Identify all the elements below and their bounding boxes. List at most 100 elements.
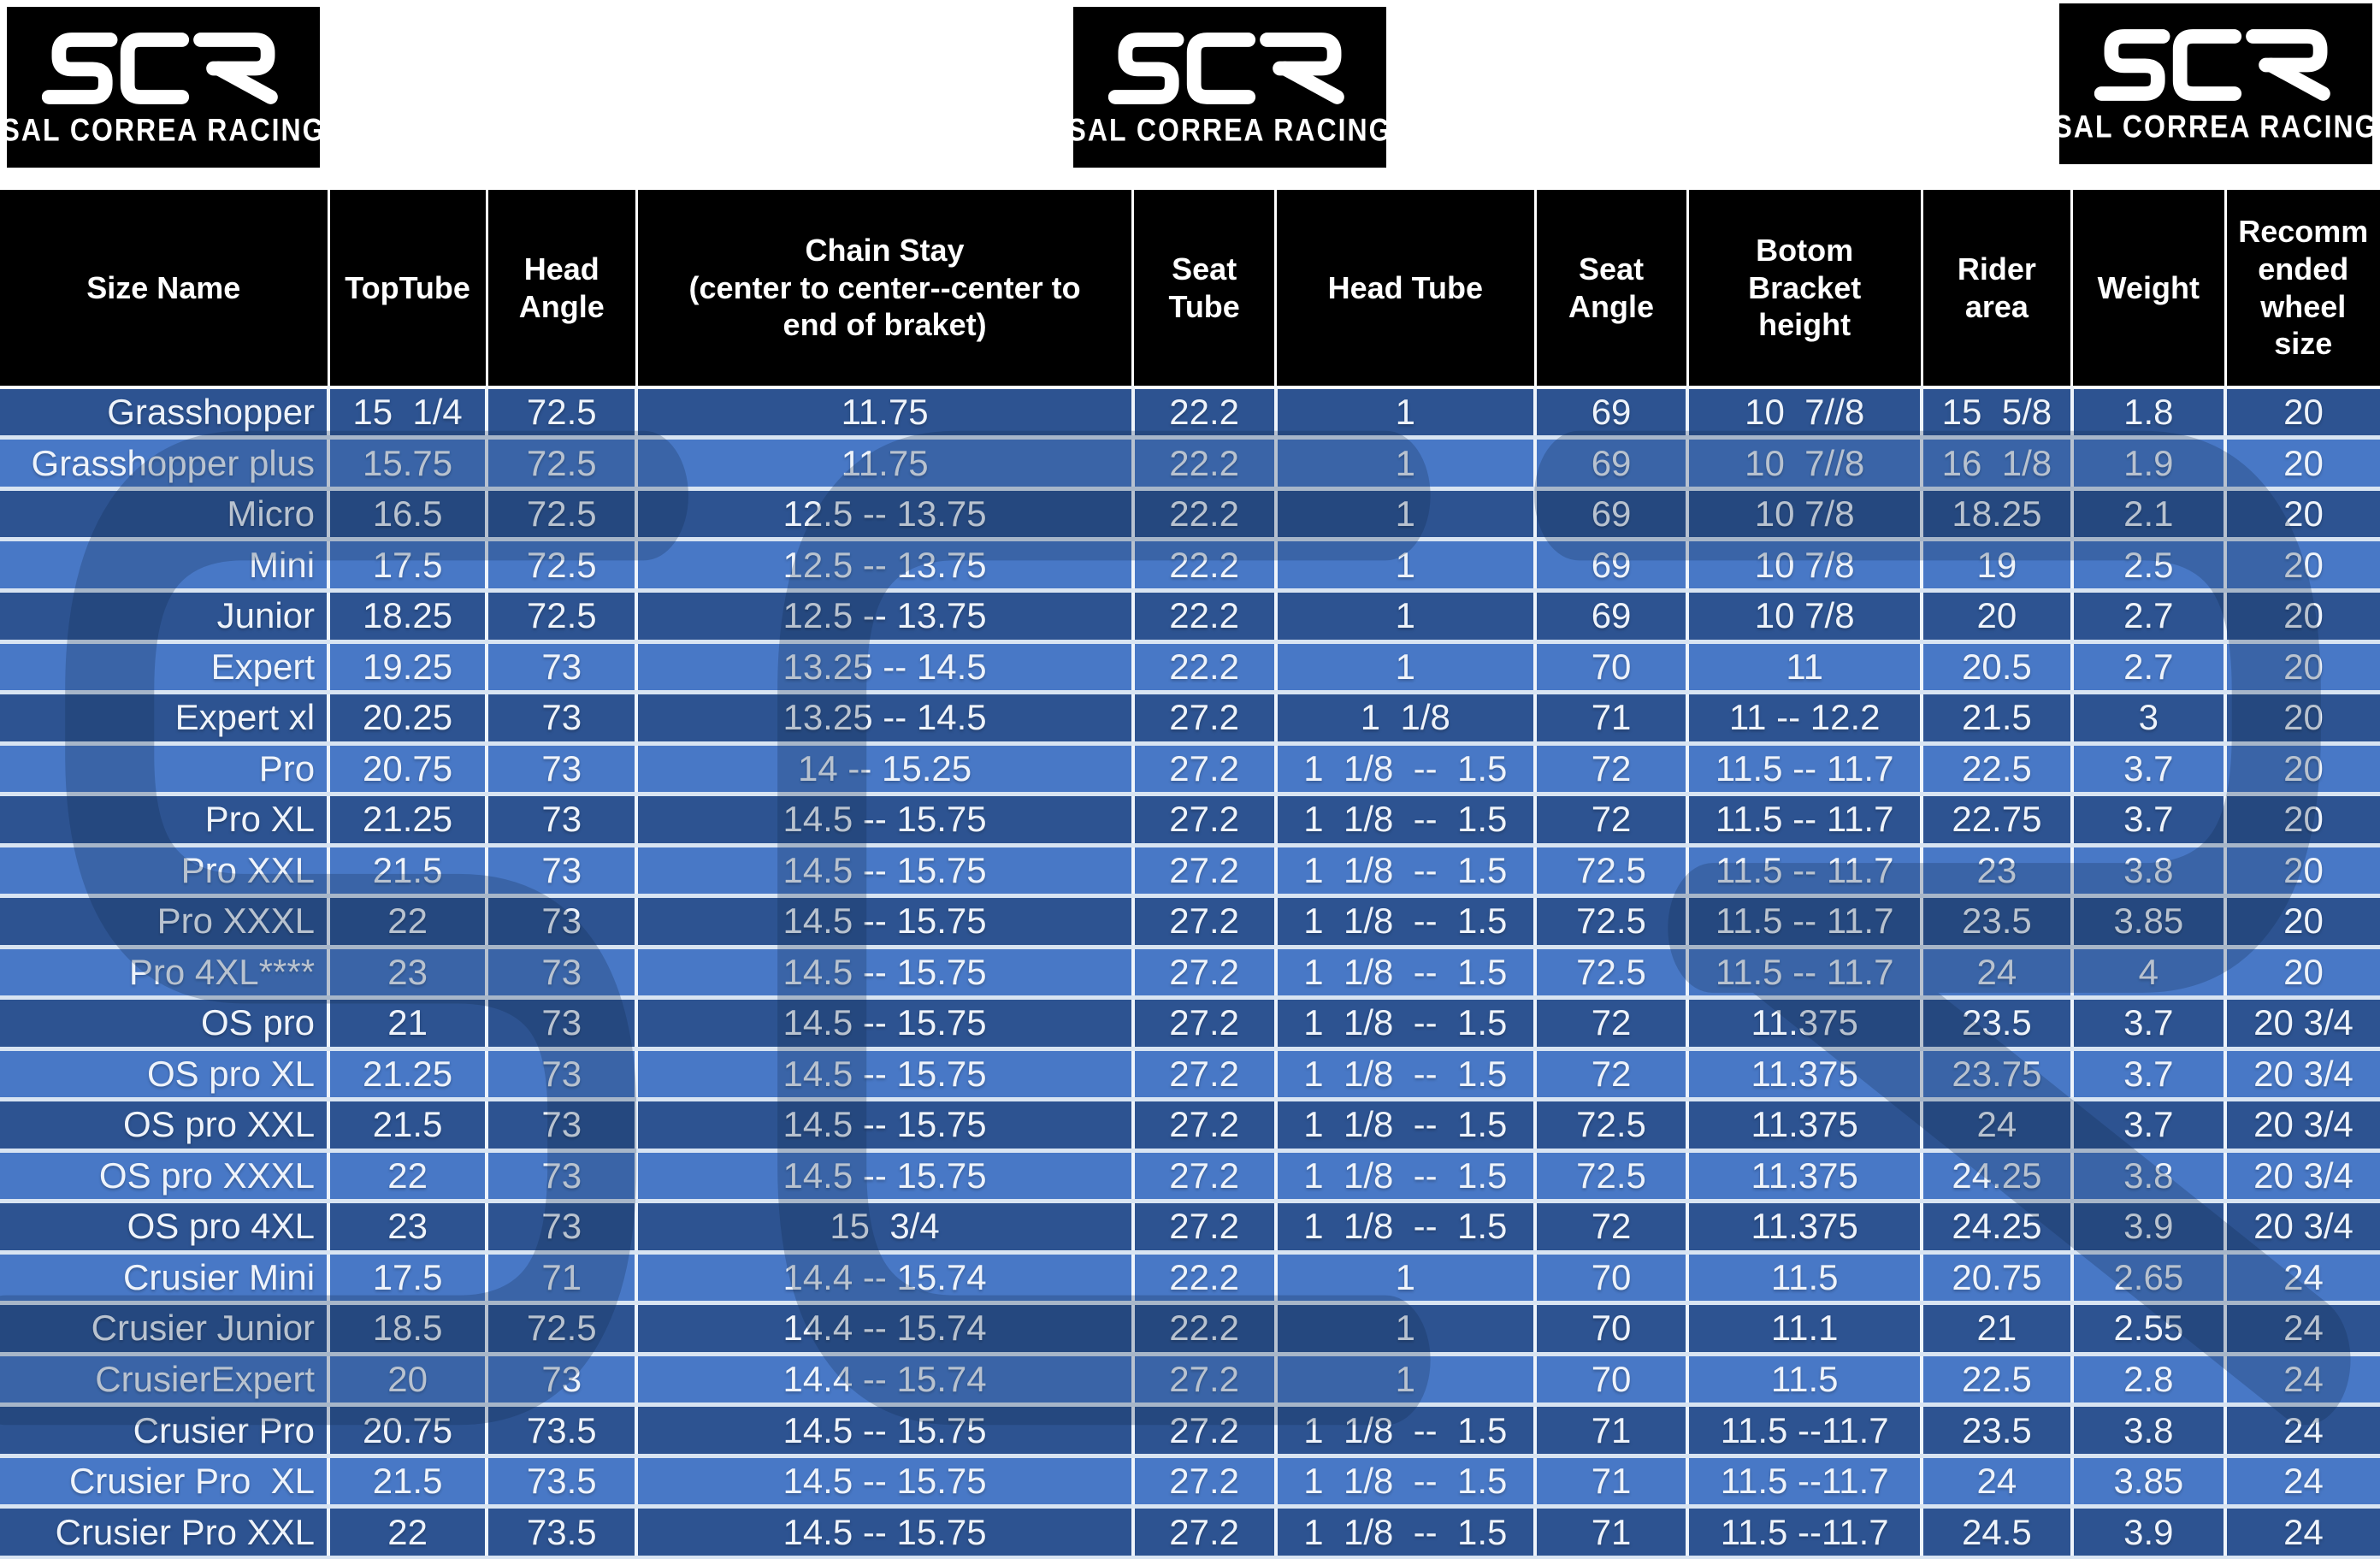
table-cell: 69 bbox=[1535, 386, 1690, 438]
table-cell: 72.5 bbox=[487, 537, 639, 591]
table-cell: 22 bbox=[328, 894, 489, 948]
scr-logo-center: SAL CORREA RACING bbox=[1068, 7, 1390, 168]
size-name-cell: Crusier Pro XL bbox=[0, 1453, 331, 1507]
table-cell: 2.7 bbox=[2071, 639, 2228, 693]
table-cell: 15.75 bbox=[328, 435, 489, 489]
table-cell: 14.5 -- 15.75 bbox=[636, 995, 1135, 1049]
table-cell: 72.5 bbox=[1535, 1148, 1690, 1202]
table-cell: 3 bbox=[2071, 690, 2228, 744]
table-cell: 72 bbox=[1535, 995, 1690, 1049]
table-cell: 73 bbox=[487, 690, 639, 744]
scr-logo-left: SAL CORREA RACING bbox=[2, 7, 323, 168]
table-row-expert-xl: Expert xl 20.25 73 13.25 -- 14.5 27.2 1 1/8 71… bbox=[0, 690, 2380, 744]
header-weight: Weight bbox=[2071, 190, 2227, 387]
table-cell: 73 bbox=[487, 1097, 639, 1151]
table-cell: 21.5 bbox=[328, 842, 489, 896]
size-name-cell: Mini bbox=[0, 537, 331, 591]
header-head-tube: Head Tube bbox=[1275, 190, 1537, 387]
size-name-cell: Crusier Pro bbox=[0, 1403, 331, 1456]
table-cell: 72 bbox=[1535, 792, 1690, 846]
table-cell: 20 bbox=[2225, 741, 2380, 794]
scr-logo-subtext: SAL CORREA RACING bbox=[1, 111, 326, 148]
table-cell: 14.5 -- 15.75 bbox=[636, 1453, 1135, 1507]
table-cell: 11.1 bbox=[1687, 1301, 1924, 1355]
table-cell: 22.2 bbox=[1132, 1249, 1278, 1303]
table-cell: 14.5 -- 15.75 bbox=[636, 1504, 1135, 1559]
table-cell: 12.5 -- 13.75 bbox=[636, 537, 1135, 591]
scr-logo-subtext: SAL CORREA RACING bbox=[1067, 111, 1392, 148]
table-cell: 21.25 bbox=[328, 1046, 489, 1100]
table-cell: 22.2 bbox=[1132, 486, 1278, 540]
table-cell: 22.75 bbox=[1922, 792, 2074, 846]
table-row-pro-4xl: Pro 4XL**** 23 73 14.5 -- 15.75 27.2 1 1/8 --… bbox=[0, 944, 2380, 998]
table-cell: 11.375 bbox=[1687, 1046, 1924, 1100]
table-cell: 27.2 bbox=[1132, 894, 1278, 948]
table-cell: 24 bbox=[2225, 1453, 2380, 1507]
size-name-cell: Junior bbox=[0, 588, 331, 642]
table-cell: 3.8 bbox=[2071, 1148, 2228, 1202]
table-cell: 18.5 bbox=[328, 1301, 489, 1355]
table-cell: 10 7/8 bbox=[1687, 537, 1924, 591]
table-cell: 3.8 bbox=[2071, 1403, 2228, 1456]
table-cell: 23.5 bbox=[1922, 995, 2074, 1049]
table-cell: 1 bbox=[1275, 1249, 1538, 1303]
table-cell: 22.2 bbox=[1132, 639, 1278, 693]
table-cell: 15 3/4 bbox=[636, 1199, 1135, 1253]
table-row-pro-xxl: Pro XXL 21.5 73 14.5 -- 15.75 27.2 1 1/8 -- 1… bbox=[0, 842, 2380, 896]
table-cell: 70 bbox=[1535, 1301, 1690, 1355]
table-cell: 3.85 bbox=[2071, 894, 2228, 948]
table-cell: 1 bbox=[1275, 1301, 1538, 1355]
size-name-cell: Crusier Pro XXL bbox=[0, 1504, 331, 1559]
table-row-pro: Pro 20.75 73 14 -- 15.25 27.2 1 1/8 -- 1.5 72 1… bbox=[0, 741, 2380, 794]
table-cell: 3.7 bbox=[2071, 1046, 2228, 1100]
table-cell: 20 bbox=[2225, 486, 2380, 540]
header-seat: Seat Tube bbox=[1132, 190, 1278, 387]
table-cell: 1 1/8 bbox=[1275, 690, 1538, 744]
table-cell: 23.75 bbox=[1922, 1046, 2074, 1100]
table-row-expert: Expert 19.25 73 13.25 -- 14.5 22.2 1 70 11 20.5 2… bbox=[0, 639, 2380, 693]
table-cell: 1 1/8 -- 1.5 bbox=[1275, 1199, 1538, 1253]
size-name-cell: Crusier Mini bbox=[0, 1249, 331, 1303]
table-cell: 1 1/8 -- 1.5 bbox=[1275, 1097, 1538, 1151]
table-cell: 27.2 bbox=[1132, 1351, 1278, 1405]
table-cell: 69 bbox=[1535, 537, 1690, 591]
table-cell: 27.2 bbox=[1132, 1046, 1278, 1100]
header-toptube: TopTube bbox=[328, 190, 488, 387]
table-row-pro-xl: Pro XL 21.25 73 14.5 -- 15.75 27.2 1 1/8 -- 1… bbox=[0, 792, 2380, 846]
table-cell: 1.8 bbox=[2071, 386, 2228, 438]
table-cell: 15 5/8 bbox=[1922, 386, 2074, 438]
size-name-cell: Expert bbox=[0, 639, 331, 693]
table-cell: 72.5 bbox=[1535, 944, 1690, 998]
table-cell: 72 bbox=[1535, 741, 1690, 794]
table-cell: 1 bbox=[1275, 537, 1538, 591]
table-cell: 11.5 --11.7 bbox=[1687, 1504, 1924, 1559]
table-cell: 73 bbox=[487, 1046, 639, 1100]
table-cell: 22.2 bbox=[1132, 435, 1278, 489]
table-cell: 11.5 --11.7 bbox=[1687, 1403, 1924, 1456]
size-name-cell: CrusierExpert bbox=[0, 1351, 331, 1405]
table-cell: 14.4 -- 15.74 bbox=[636, 1249, 1135, 1303]
table-cell: 20 bbox=[2225, 435, 2380, 489]
table-cell: 69 bbox=[1535, 486, 1690, 540]
size-name-cell: Grasshopper plus bbox=[0, 435, 331, 489]
table-cell: 22.5 bbox=[1922, 1351, 2074, 1405]
table-cell: 2.65 bbox=[2071, 1249, 2228, 1303]
table-cell: 1 1/8 -- 1.5 bbox=[1275, 1046, 1538, 1100]
table-cell: 14.5 -- 15.75 bbox=[636, 1148, 1135, 1202]
table-cell: 2.1 bbox=[2071, 486, 2228, 540]
table-cell: 27.2 bbox=[1132, 944, 1278, 998]
table-cell: 1 1/8 -- 1.5 bbox=[1275, 842, 1538, 896]
table-cell: 23 bbox=[328, 1199, 489, 1253]
table-cell: 2.7 bbox=[2071, 588, 2228, 642]
table-cell: 73 bbox=[487, 1148, 639, 1202]
table-cell: 11.375 bbox=[1687, 1097, 1924, 1151]
table-row-micro: Micro 16.5 72.5 12.5 -- 13.75 22.2 1 69 10 7/8 1… bbox=[0, 486, 2380, 540]
table-cell: 71 bbox=[1535, 1504, 1690, 1559]
size-name-cell: OS pro bbox=[0, 995, 331, 1049]
scr-logo-icon bbox=[37, 29, 290, 108]
table-cell: 16 1/8 bbox=[1922, 435, 2074, 489]
table-cell: 72 bbox=[1535, 1199, 1690, 1253]
table-cell: 1 bbox=[1275, 639, 1538, 693]
table-cell: 14.4 -- 15.74 bbox=[636, 1351, 1135, 1405]
